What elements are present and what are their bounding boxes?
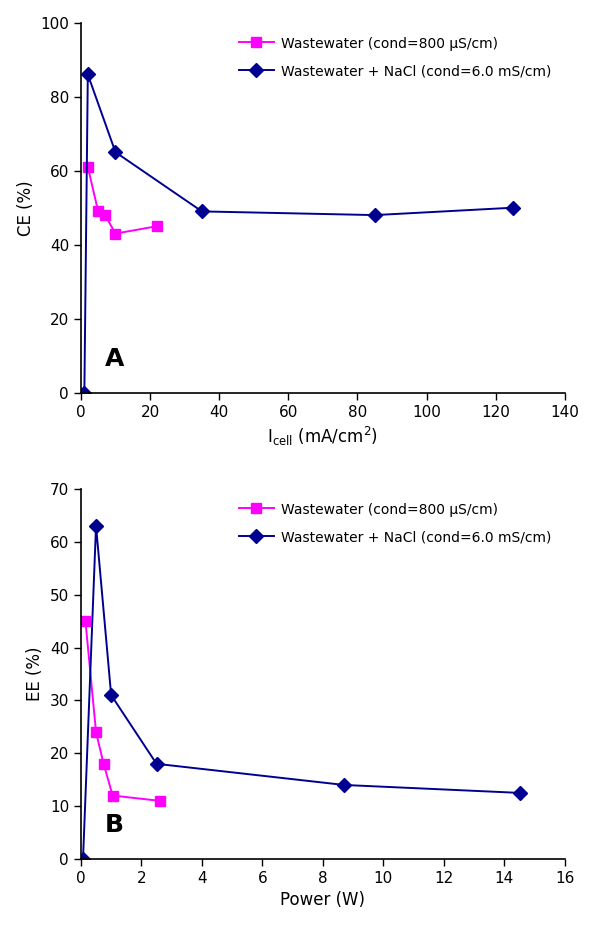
Wastewater (cond=800 μS/cm)	[153, 220, 160, 232]
X-axis label: Power (W): Power (W)	[280, 892, 365, 909]
Wastewater + NaCl (cond=6.0 mS/cm)	[107, 690, 114, 701]
Wastewater (cond=800 μS/cm)	[92, 727, 100, 738]
X-axis label: I$_{\rm cell}$ (mA/cm$^2$): I$_{\rm cell}$ (mA/cm$^2$)	[268, 425, 378, 448]
Wastewater (cond=800 μS/cm)	[156, 795, 163, 807]
Legend: Wastewater (cond=800 μS/cm), Wastewater + NaCl (cond=6.0 mS/cm): Wastewater (cond=800 μS/cm), Wastewater …	[232, 30, 558, 85]
Wastewater + NaCl (cond=6.0 mS/cm)	[510, 202, 517, 213]
Wastewater + NaCl (cond=6.0 mS/cm)	[79, 854, 86, 865]
Legend: Wastewater (cond=800 μS/cm), Wastewater + NaCl (cond=6.0 mS/cm): Wastewater (cond=800 μS/cm), Wastewater …	[232, 495, 558, 552]
Wastewater + NaCl (cond=6.0 mS/cm)	[153, 758, 160, 770]
Wastewater (cond=800 μS/cm)	[95, 206, 102, 217]
Line: Wastewater + NaCl (cond=6.0 mS/cm): Wastewater + NaCl (cond=6.0 mS/cm)	[79, 69, 518, 397]
Wastewater (cond=800 μS/cm)	[82, 616, 89, 627]
Wastewater (cond=800 μS/cm)	[100, 758, 107, 770]
Y-axis label: CE (%): CE (%)	[17, 180, 35, 235]
Line: Wastewater (cond=800 μS/cm): Wastewater (cond=800 μS/cm)	[83, 162, 162, 239]
Wastewater + NaCl (cond=6.0 mS/cm)	[81, 387, 88, 398]
Line: Wastewater + NaCl (cond=6.0 mS/cm): Wastewater + NaCl (cond=6.0 mS/cm)	[78, 521, 524, 864]
Wastewater (cond=800 μS/cm)	[84, 161, 91, 172]
Text: A: A	[105, 346, 125, 370]
Wastewater (cond=800 μS/cm)	[109, 790, 116, 801]
Wastewater + NaCl (cond=6.0 mS/cm)	[516, 787, 523, 798]
Y-axis label: EE (%): EE (%)	[26, 646, 44, 701]
Wastewater + NaCl (cond=6.0 mS/cm)	[371, 209, 378, 220]
Wastewater (cond=800 μS/cm)	[101, 209, 108, 220]
Line: Wastewater (cond=800 μS/cm): Wastewater (cond=800 μS/cm)	[80, 616, 164, 806]
Wastewater + NaCl (cond=6.0 mS/cm)	[112, 146, 119, 157]
Wastewater (cond=800 μS/cm)	[112, 228, 119, 239]
Wastewater + NaCl (cond=6.0 mS/cm)	[84, 69, 91, 80]
Wastewater + NaCl (cond=6.0 mS/cm)	[92, 520, 100, 532]
Text: B: B	[105, 813, 124, 837]
Wastewater + NaCl (cond=6.0 mS/cm)	[198, 206, 206, 217]
Wastewater + NaCl (cond=6.0 mS/cm)	[340, 780, 347, 791]
